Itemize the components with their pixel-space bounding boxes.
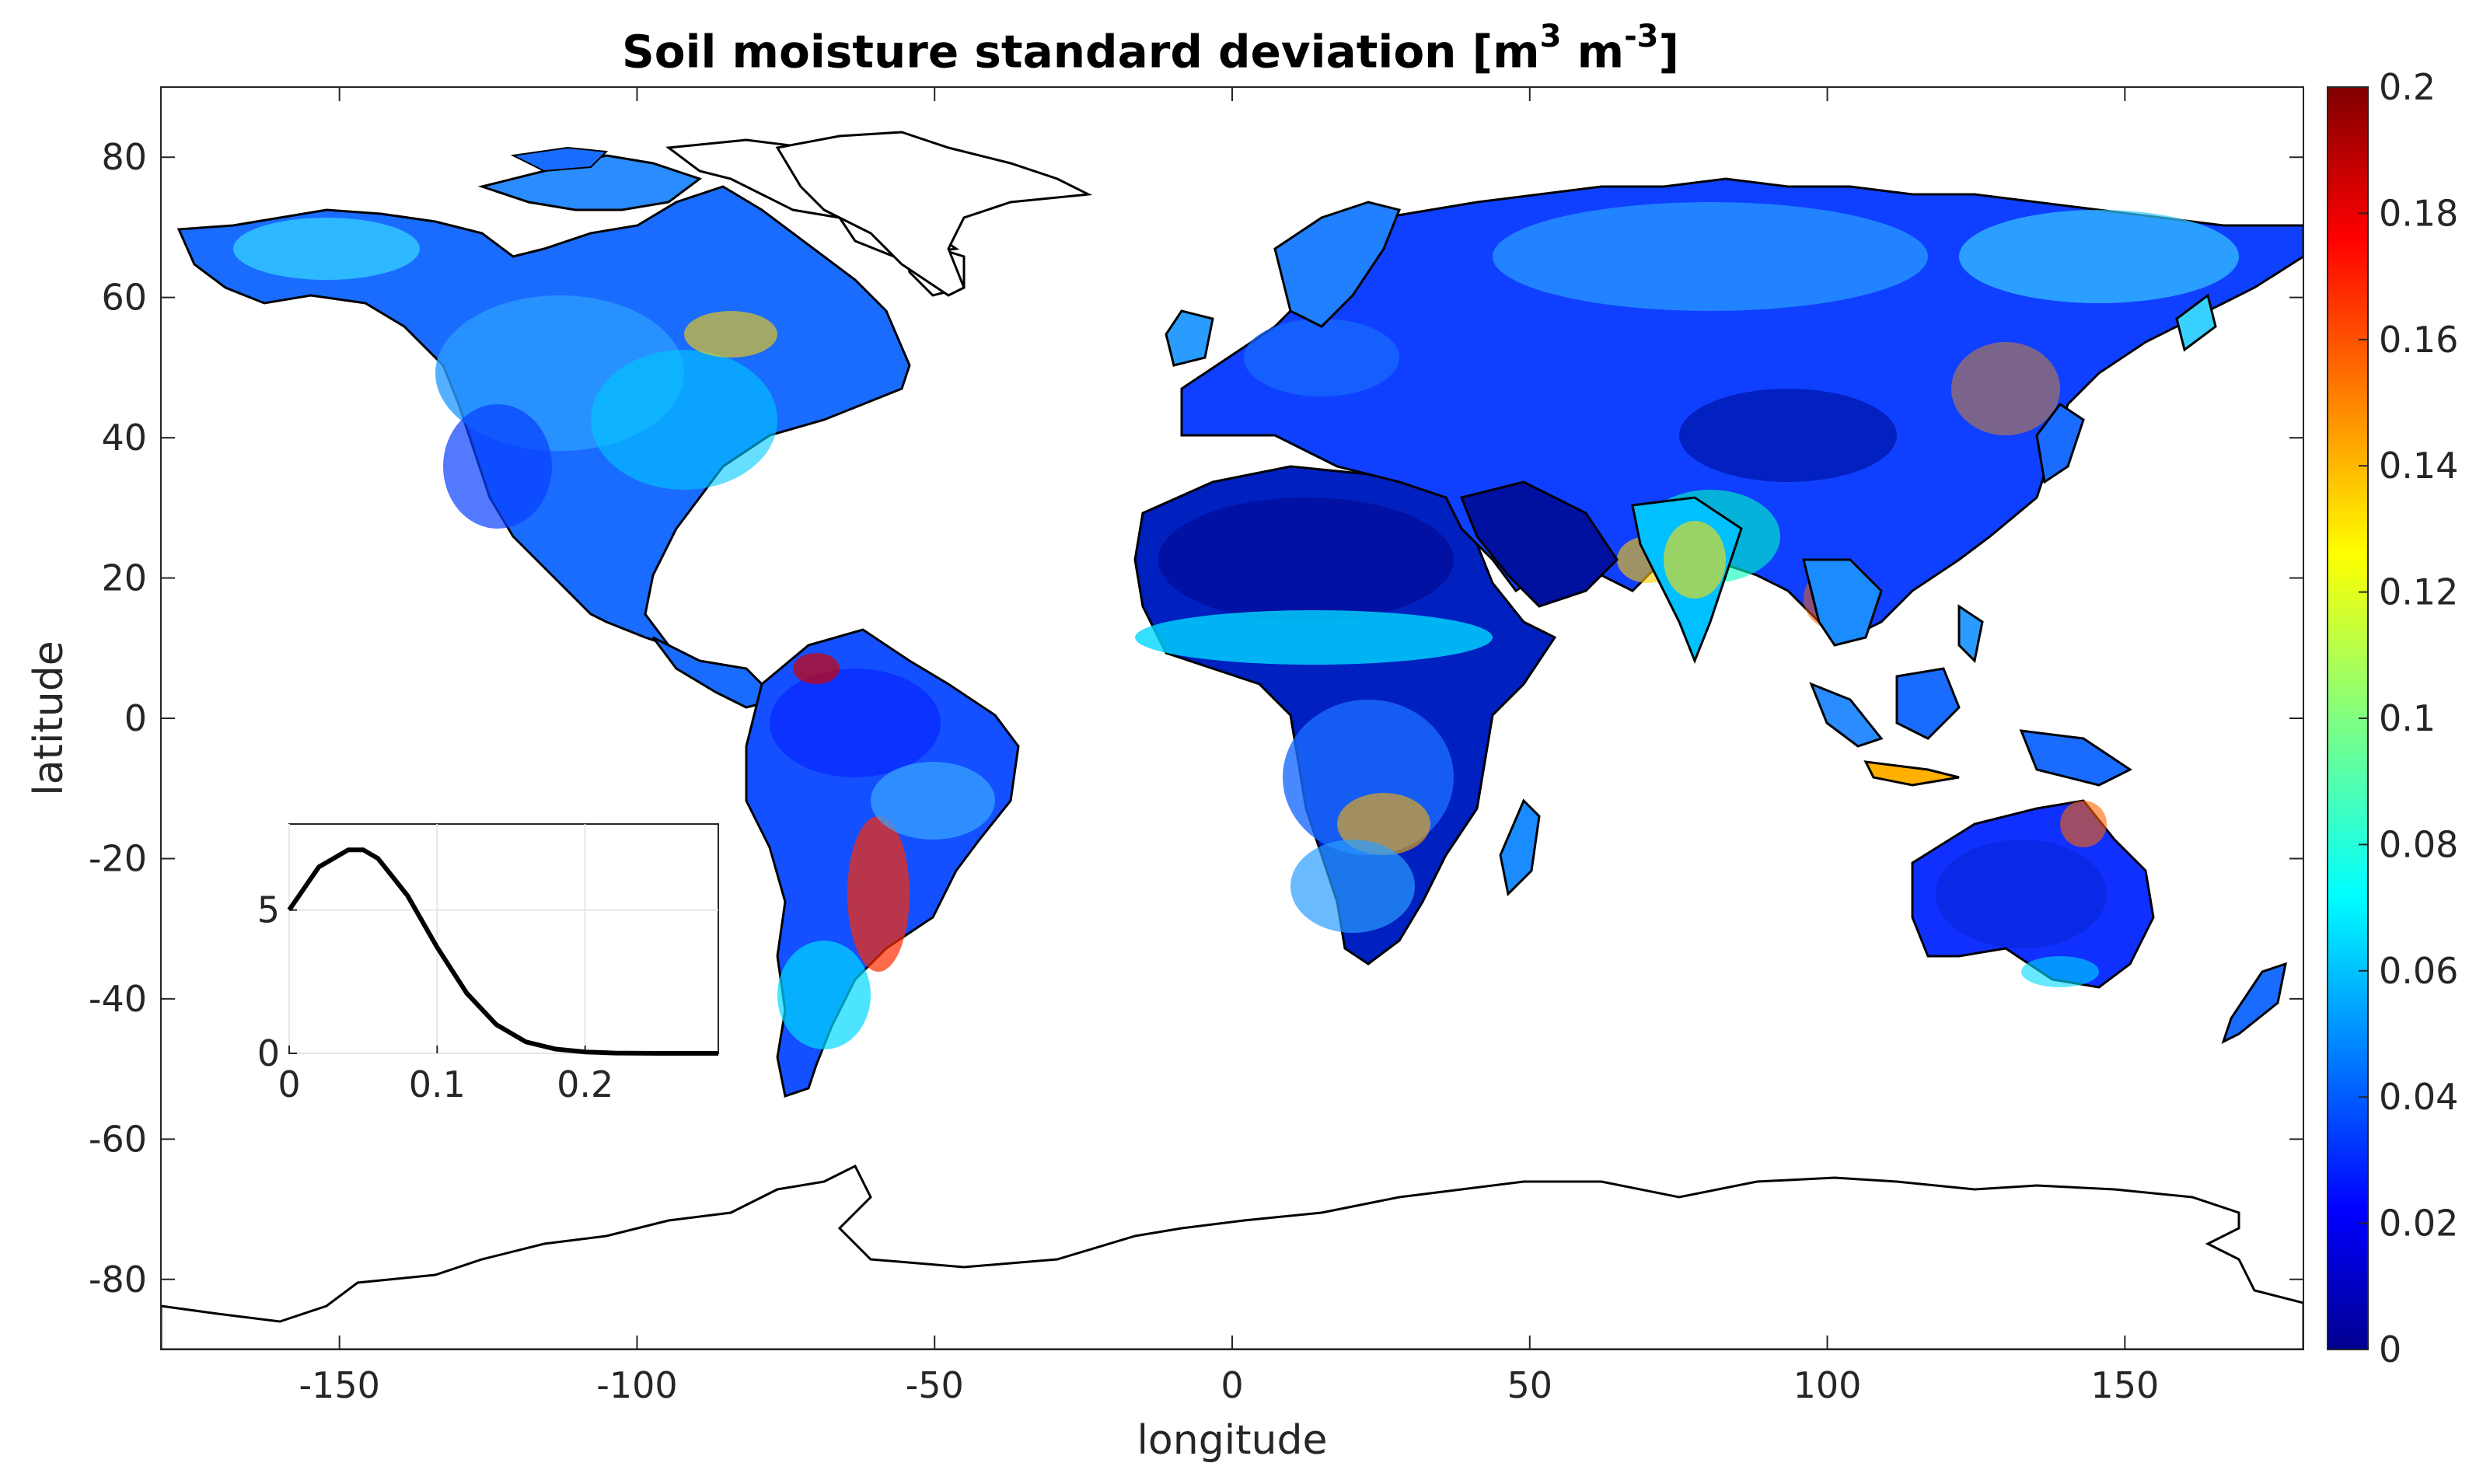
y-tick-label: 20	[101, 557, 147, 599]
inset-y-tick-label: 5	[257, 889, 280, 931]
inset-x-tick-label: 0	[278, 1063, 300, 1105]
y-tick-label: 60	[101, 277, 147, 319]
colorbar-tick-label: 0.02	[2379, 1203, 2458, 1245]
x-axis-label: longitude	[1137, 1417, 1327, 1464]
inset-x-tick-label: 0.1	[409, 1063, 466, 1105]
land-australia	[1911, 799, 2155, 989]
y-tick-label: -60	[89, 1118, 147, 1160]
x-tick-label: 50	[1507, 1364, 1553, 1406]
land-islands-se-asia	[1809, 604, 2132, 787]
y-tick-label: 80	[101, 136, 147, 178]
x-tick-label: 100	[1793, 1364, 1862, 1406]
colorbar-tick-label: 0.04	[2379, 1076, 2458, 1118]
y-axis-label: latitude	[26, 641, 72, 796]
y-tick-label: -80	[89, 1259, 147, 1301]
x-tick-label: 0	[1221, 1364, 1243, 1406]
colorbar-tick-label: 0.16	[2379, 319, 2458, 361]
inset-y-tick-label: 0	[257, 1032, 280, 1074]
land-eurasia	[1165, 155, 2303, 665]
x-tick-label: 150	[2090, 1364, 2159, 1406]
land-africa	[1133, 465, 1557, 965]
colorbar-tick-label: 0.1	[2379, 697, 2436, 739]
map-y-ticks: 80 60 40 20 0 -20 -40 -60 -80	[89, 136, 2303, 1301]
inset-pdf-plot: 0 0.1 0.2 0 5	[257, 823, 719, 1105]
map-plot-area	[161, 87, 2303, 1350]
colorbar-tick-label: 0.08	[2379, 823, 2458, 865]
land-new-zealand	[2221, 962, 2287, 1044]
inset-x-tick-label: 0.2	[557, 1063, 613, 1105]
inset-density-curve	[287, 847, 718, 1056]
land-antarctica	[161, 1164, 2303, 1350]
land-south-america	[745, 628, 1020, 1098]
map-title: Soil moisture standard deviation [m3 m-3…	[621, 19, 1680, 79]
colorbar-tick-label: 0.12	[2379, 571, 2458, 613]
land-greenland-main	[775, 131, 1093, 297]
x-tick-label: -50	[906, 1364, 964, 1406]
colorbar-tick-label: 0.06	[2379, 950, 2458, 992]
colorbar-tick-label: 0	[2379, 1329, 2401, 1371]
inset-ticks: 0 0.1 0.2 0 5	[257, 889, 614, 1105]
map-x-ticks: -150 -100 -50 0 50 100 150	[299, 87, 2159, 1406]
colorbar-tick-label: 0.18	[2379, 192, 2458, 234]
y-tick-label: 0	[124, 697, 147, 739]
colorbar-ticks: 0.2 0.18 0.16 0.14 0.12 0.1 0.08 0.06 0.04 0.02 0	[2359, 66, 2458, 1371]
y-tick-label: 40	[101, 417, 147, 459]
x-tick-label: -100	[596, 1364, 677, 1406]
y-tick-label: -40	[89, 978, 147, 1020]
land-north-america	[176, 146, 911, 709]
colorbar-tick-label: 0.14	[2379, 445, 2458, 487]
colorbar-tick-label: 0.2	[2379, 66, 2436, 108]
x-tick-label: -150	[299, 1364, 379, 1406]
inset-axes-box	[288, 823, 719, 1054]
y-tick-label: -20	[89, 837, 147, 879]
colorbar: 0.2 0.18 0.16 0.14 0.12 0.1 0.08 0.06 0.04 0.02 0	[2327, 66, 2458, 1371]
